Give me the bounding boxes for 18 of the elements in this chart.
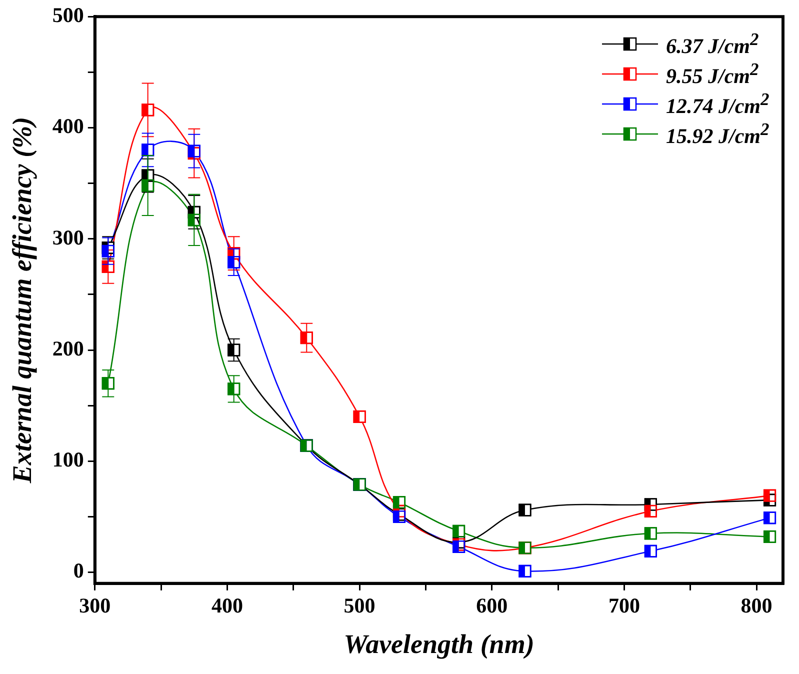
y-axis-title: External quantum efficiency (%) (7, 116, 38, 484)
y-tick-label: 200 (52, 336, 84, 360)
x-axis-title: Wavelength (nm) (344, 628, 534, 659)
legend-label: 9.55 J/cm$^{2}$ (666, 58, 759, 89)
y-tick-label: 100 (52, 448, 84, 472)
x-tick-label: 500 (344, 593, 376, 618)
y-tick-label: 0 (73, 558, 84, 583)
y-tick-label: 400 (52, 114, 84, 138)
x-tick-label: 600 (476, 593, 508, 618)
legend-label: 15.92 J/cm$^{2}$ (666, 118, 770, 149)
x-tick-label: 800 (740, 593, 772, 618)
y-tick-label: 500 (52, 3, 84, 28)
x-tick-label: 400 (211, 593, 243, 618)
y-tick-label: 300 (52, 225, 84, 250)
x-tick-label: 700 (608, 593, 640, 618)
legend-label: 6.37 J/cm$^{2}$ (666, 28, 759, 59)
legend-label: 12.74 J/cm$^{2}$ (666, 88, 770, 119)
x-tick-label: 300 (79, 593, 111, 618)
